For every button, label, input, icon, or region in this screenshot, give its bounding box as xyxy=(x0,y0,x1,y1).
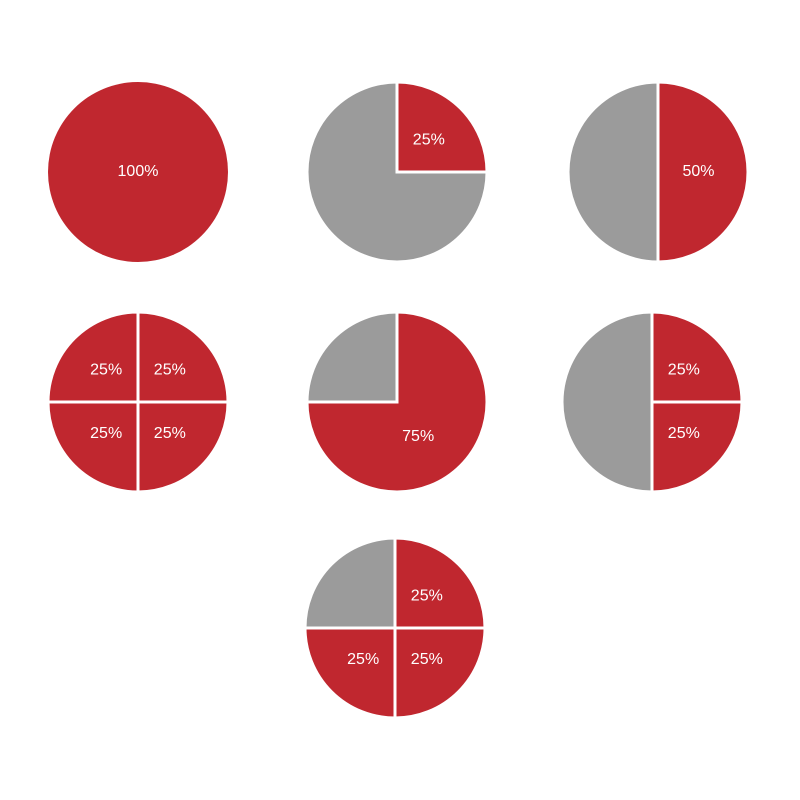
pie-slice xyxy=(136,310,230,404)
slice-label: 50% xyxy=(682,163,714,180)
pie-slice xyxy=(393,626,487,720)
slice-label: 100% xyxy=(118,163,159,180)
pie-slice xyxy=(303,536,397,630)
slice-label: 25% xyxy=(411,651,443,668)
pie-slice xyxy=(650,400,744,494)
slice-label: 25% xyxy=(90,425,122,442)
pie-slice xyxy=(650,310,744,404)
pie-slice xyxy=(305,80,489,264)
slice-label: 25% xyxy=(411,587,443,604)
pie-slice xyxy=(46,400,140,494)
pie-slice xyxy=(305,310,399,404)
pie-slice xyxy=(393,536,487,630)
pie-slice xyxy=(395,80,489,174)
slice-label: 25% xyxy=(154,425,186,442)
slice-label: 75% xyxy=(402,428,434,445)
slice-label: 25% xyxy=(90,361,122,378)
slice-label: 25% xyxy=(347,651,379,668)
pie-slice xyxy=(566,80,660,264)
pie-slice xyxy=(46,310,140,404)
slice-label: 25% xyxy=(154,361,186,378)
slice-label: 25% xyxy=(668,425,700,442)
slice-label: 25% xyxy=(668,361,700,378)
slice-label: 25% xyxy=(413,131,445,148)
pie-slice xyxy=(303,626,397,720)
pie-slice xyxy=(48,82,228,262)
pie-slice xyxy=(656,80,750,264)
pie-slice xyxy=(560,310,654,494)
pie-slice xyxy=(136,400,230,494)
